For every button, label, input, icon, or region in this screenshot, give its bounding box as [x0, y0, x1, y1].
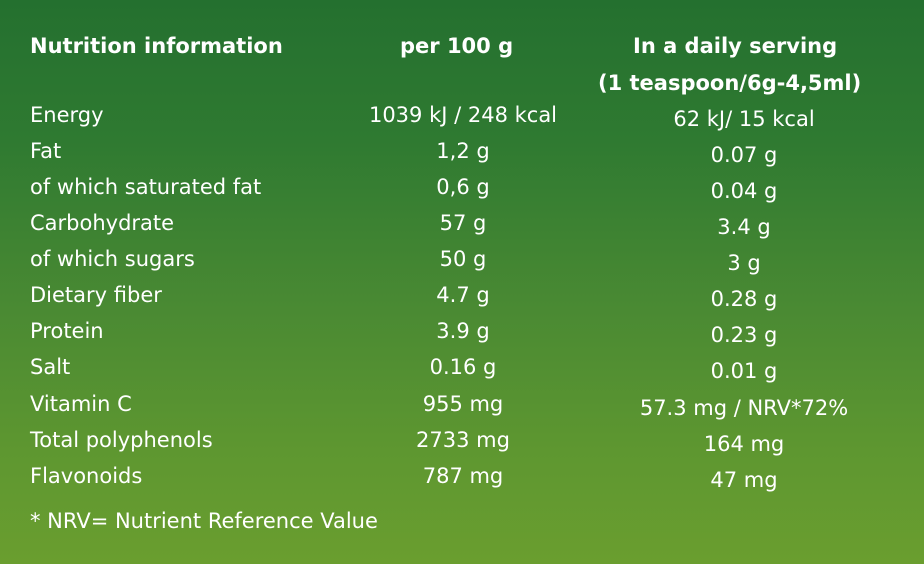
row-per-100g: 1,2 g [436, 139, 490, 163]
table-row: Dietary fiber 4.7 g 0.28 g [0, 278, 924, 312]
row-per-100g: 3.9 g [436, 319, 490, 343]
row-daily-serving: 57.3 mg / NRV*72% [639, 396, 849, 420]
row-daily-serving: 62 kJ/ 15 kcal [673, 107, 815, 131]
row-daily-serving: 0.28 g [710, 287, 778, 311]
row-per-100g: 50 g [439, 247, 487, 271]
header-daily-serving-size: (1 teaspoon/6g-4,5ml) [598, 71, 862, 95]
row-per-100g: 955 mg [422, 392, 504, 416]
row-daily-serving: 3 g [727, 251, 761, 275]
header-per-100g: per 100 g [400, 34, 514, 58]
row-label: Protein [30, 319, 104, 343]
header-daily-serving: In a daily serving [633, 34, 838, 58]
table-row: Carbohydrate 57 g 3.4 g [0, 206, 924, 240]
row-daily-serving: 164 mg [703, 432, 785, 456]
row-label: Vitamin C [30, 392, 132, 416]
row-label: Energy [30, 103, 104, 127]
row-label: of which saturated fat [30, 175, 262, 199]
row-daily-serving: 0.23 g [710, 323, 778, 347]
row-daily-serving: 0.04 g [710, 179, 778, 203]
header-nutrition-information: Nutrition information [30, 34, 283, 58]
row-label: Carbohydrate [30, 211, 175, 235]
row-per-100g: 0,6 g [436, 175, 490, 199]
row-label: Fat [30, 139, 62, 163]
row-daily-serving: 0.07 g [710, 143, 778, 167]
table-row: Salt 0.16 g 0.01 g [0, 350, 924, 384]
table-row: Protein 3.9 g 0.23 g [0, 314, 924, 348]
row-per-100g: 2733 mg [416, 428, 510, 452]
row-per-100g: 1039 kJ / 248 kcal [368, 103, 558, 127]
table-row: of which sugars 50 g 3 g [0, 242, 924, 276]
table-row: Flavonoids 787 mg 47 mg [0, 459, 924, 493]
row-label: of which sugars [30, 247, 195, 271]
row-per-100g: 4.7 g [436, 283, 490, 307]
row-per-100g: 0.16 g [429, 355, 497, 379]
row-label: Dietary fiber [30, 283, 162, 307]
table-row: of which saturated fat 0,6 g 0.04 g [0, 170, 924, 204]
table-row: Vitamin C 955 mg 57.3 mg / NRV*72% [0, 387, 924, 421]
footnote: * NRV= Nutrient Reference Value [30, 509, 378, 533]
table-row: Total polyphenols 2733 mg 164 mg [0, 423, 924, 457]
row-label: Total polyphenols [30, 428, 213, 452]
row-label: Salt [30, 355, 71, 379]
row-daily-serving: 0.01 g [710, 359, 778, 383]
row-label: Flavonoids [30, 464, 143, 488]
row-daily-serving: 3.4 g [717, 215, 771, 239]
row-daily-serving: 47 mg [710, 468, 778, 492]
table-row: Fat 1,2 g 0.07 g [0, 134, 924, 168]
table-row: Energy 1039 kJ / 248 kcal 62 kJ/ 15 kcal [0, 98, 924, 132]
row-per-100g: 787 mg [422, 464, 504, 488]
row-per-100g: 57 g [439, 211, 487, 235]
